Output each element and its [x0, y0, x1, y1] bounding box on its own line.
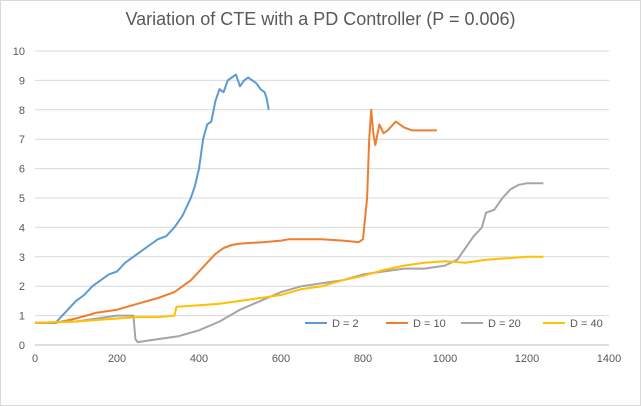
x-tick-label: 400	[190, 353, 208, 365]
y-tick-label: 4	[19, 222, 25, 234]
x-tick-label: 600	[272, 353, 290, 365]
series-line-2	[35, 108, 437, 324]
x-tick-label: 1200	[515, 353, 539, 365]
legend-label: D = 20	[488, 318, 521, 330]
x-tick-label: 1400	[597, 353, 621, 365]
legend-label: D = 2	[332, 318, 359, 330]
chart-title: Variation of CTE with a PD Controller (P…	[125, 9, 516, 29]
legend-label: D = 10	[413, 318, 446, 330]
series-line-4	[34, 255, 544, 324]
y-tick-label: 3	[19, 252, 25, 264]
x-tick-label: 200	[108, 353, 126, 365]
series-line-1	[35, 73, 270, 324]
x-tick-label: 0	[32, 353, 38, 365]
y-tick-label: 2	[19, 281, 25, 293]
x-tick-label: 800	[354, 353, 372, 365]
y-tick-label: 8	[19, 105, 25, 117]
y-tick-label: 6	[19, 164, 25, 176]
legend-label: D = 40	[570, 318, 603, 330]
y-tick-label: 0	[19, 340, 25, 352]
y-tick-label: 7	[19, 134, 25, 146]
y-tick-label: 10	[13, 46, 25, 58]
y-tick-label: 9	[19, 75, 25, 87]
y-tick-label: 1	[19, 311, 25, 323]
y-tick-label: 5	[19, 193, 25, 205]
series-line-3	[34, 182, 544, 344]
x-tick-label: 1000	[433, 353, 457, 365]
